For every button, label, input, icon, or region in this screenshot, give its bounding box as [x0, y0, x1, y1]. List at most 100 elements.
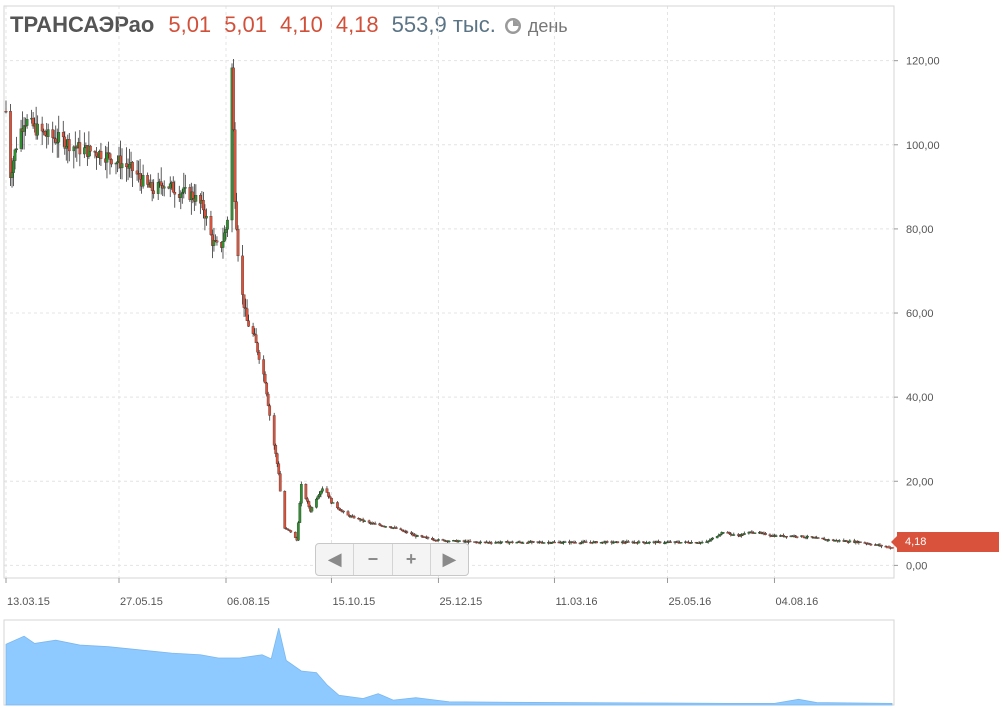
candle-body — [346, 511, 350, 516]
candle-body — [108, 153, 112, 160]
zoom-out-button[interactable]: − — [354, 544, 393, 575]
candle-body — [265, 382, 269, 395]
candle-body — [131, 162, 134, 172]
candle-body — [431, 538, 434, 540]
candle-body — [51, 129, 55, 138]
candle-body — [510, 541, 514, 543]
candle-body — [605, 541, 609, 543]
x-tick-label: 06.08.15 — [227, 596, 270, 608]
candle-body — [409, 532, 413, 534]
candle-body — [717, 535, 721, 537]
grid-lines — [4, 6, 894, 578]
volume-area — [3, 619, 895, 706]
candle-body — [336, 502, 339, 509]
candle-body — [13, 149, 17, 161]
candle-body — [708, 540, 712, 542]
clock-icon[interactable] — [504, 17, 522, 35]
candle-body — [304, 484, 308, 499]
candle-body — [120, 163, 124, 169]
candle-body — [626, 541, 630, 543]
zoom-in-button[interactable]: + — [393, 544, 431, 575]
candle-body — [416, 535, 419, 537]
candle-body — [426, 537, 430, 539]
candle-body — [254, 334, 258, 344]
candle-body — [52, 137, 56, 139]
candle-body — [550, 542, 553, 544]
candle-body — [278, 473, 282, 492]
candle-body — [845, 540, 849, 543]
candle-body — [848, 540, 852, 543]
x-tick-label: 13.03.15 — [7, 596, 50, 608]
candle-body — [275, 453, 279, 464]
candle-body — [173, 192, 177, 195]
candle-body — [54, 138, 58, 143]
candle-body — [500, 541, 504, 543]
candle-body — [15, 148, 18, 151]
candle-body — [202, 200, 205, 211]
chart-header: ТРАНСАЭРао 5,01 5,01 4,10 4,18 553,9 тыс… — [10, 10, 568, 40]
close-price: 4,18 — [335, 12, 379, 37]
period-selector[interactable]: день — [527, 16, 568, 36]
candle-body — [183, 187, 187, 189]
candle-body — [367, 520, 371, 523]
candle-body — [179, 193, 183, 198]
volume-series — [5, 627, 893, 706]
candle-body — [141, 175, 145, 187]
y-tick-label: 20,00 — [906, 476, 934, 488]
candle-body — [816, 537, 820, 539]
scroll-left-button[interactable]: ◀ — [316, 544, 355, 575]
y-tick-label: 100,00 — [906, 140, 940, 152]
candle-body — [411, 533, 415, 536]
candle-body — [110, 159, 113, 165]
candle-body — [61, 132, 65, 138]
candle-body — [232, 67, 235, 130]
candle-body — [721, 532, 725, 534]
candle-body — [400, 529, 404, 532]
candle-body — [263, 373, 267, 384]
scroll-right-button[interactable]: ▶ — [442, 549, 457, 569]
candle-body — [223, 232, 226, 242]
plot-frame — [3, 5, 895, 579]
candle-body — [753, 532, 757, 534]
candle-body — [794, 535, 797, 537]
candle-body — [700, 541, 704, 544]
candle-body — [810, 536, 814, 538]
candle-body — [316, 496, 320, 500]
open-price: 5,01 — [168, 12, 212, 37]
candle-body — [191, 191, 195, 199]
candle-body — [89, 145, 92, 152]
candle-body — [230, 67, 234, 221]
candle-body — [690, 542, 693, 544]
x-tick-label: 25.05.16 — [668, 596, 711, 608]
candle-body — [236, 229, 240, 257]
candle-body — [373, 523, 377, 525]
candle-body — [168, 183, 172, 189]
candle-body — [171, 182, 175, 193]
y-axis-labels: 0,00 20,00 40,00 60,00 80,00 100,00 120,00 — [906, 56, 940, 573]
candle-body — [574, 542, 577, 544]
candle-body — [146, 175, 149, 185]
candle-body — [156, 182, 160, 194]
candle-body — [837, 540, 841, 542]
candle-body — [880, 544, 883, 547]
candle-body — [337, 507, 341, 510]
candle-body — [727, 532, 731, 534]
candle-body — [257, 352, 261, 360]
candle-body — [637, 541, 641, 544]
candle-body — [99, 150, 103, 159]
high-price: 5,01 — [224, 12, 267, 37]
candle-body — [251, 326, 255, 334]
candle-body — [489, 542, 493, 544]
candle-body — [846, 541, 850, 544]
candle-body — [19, 128, 23, 149]
candle-body — [114, 162, 118, 165]
candle-body — [25, 119, 29, 126]
candle-body — [125, 163, 128, 168]
candle-body — [642, 541, 645, 543]
candle-body — [623, 542, 627, 544]
candle-body — [64, 146, 68, 149]
candle-body — [378, 523, 382, 526]
candle-body — [648, 541, 651, 544]
candle-body — [247, 320, 250, 327]
candle-body — [361, 519, 365, 522]
